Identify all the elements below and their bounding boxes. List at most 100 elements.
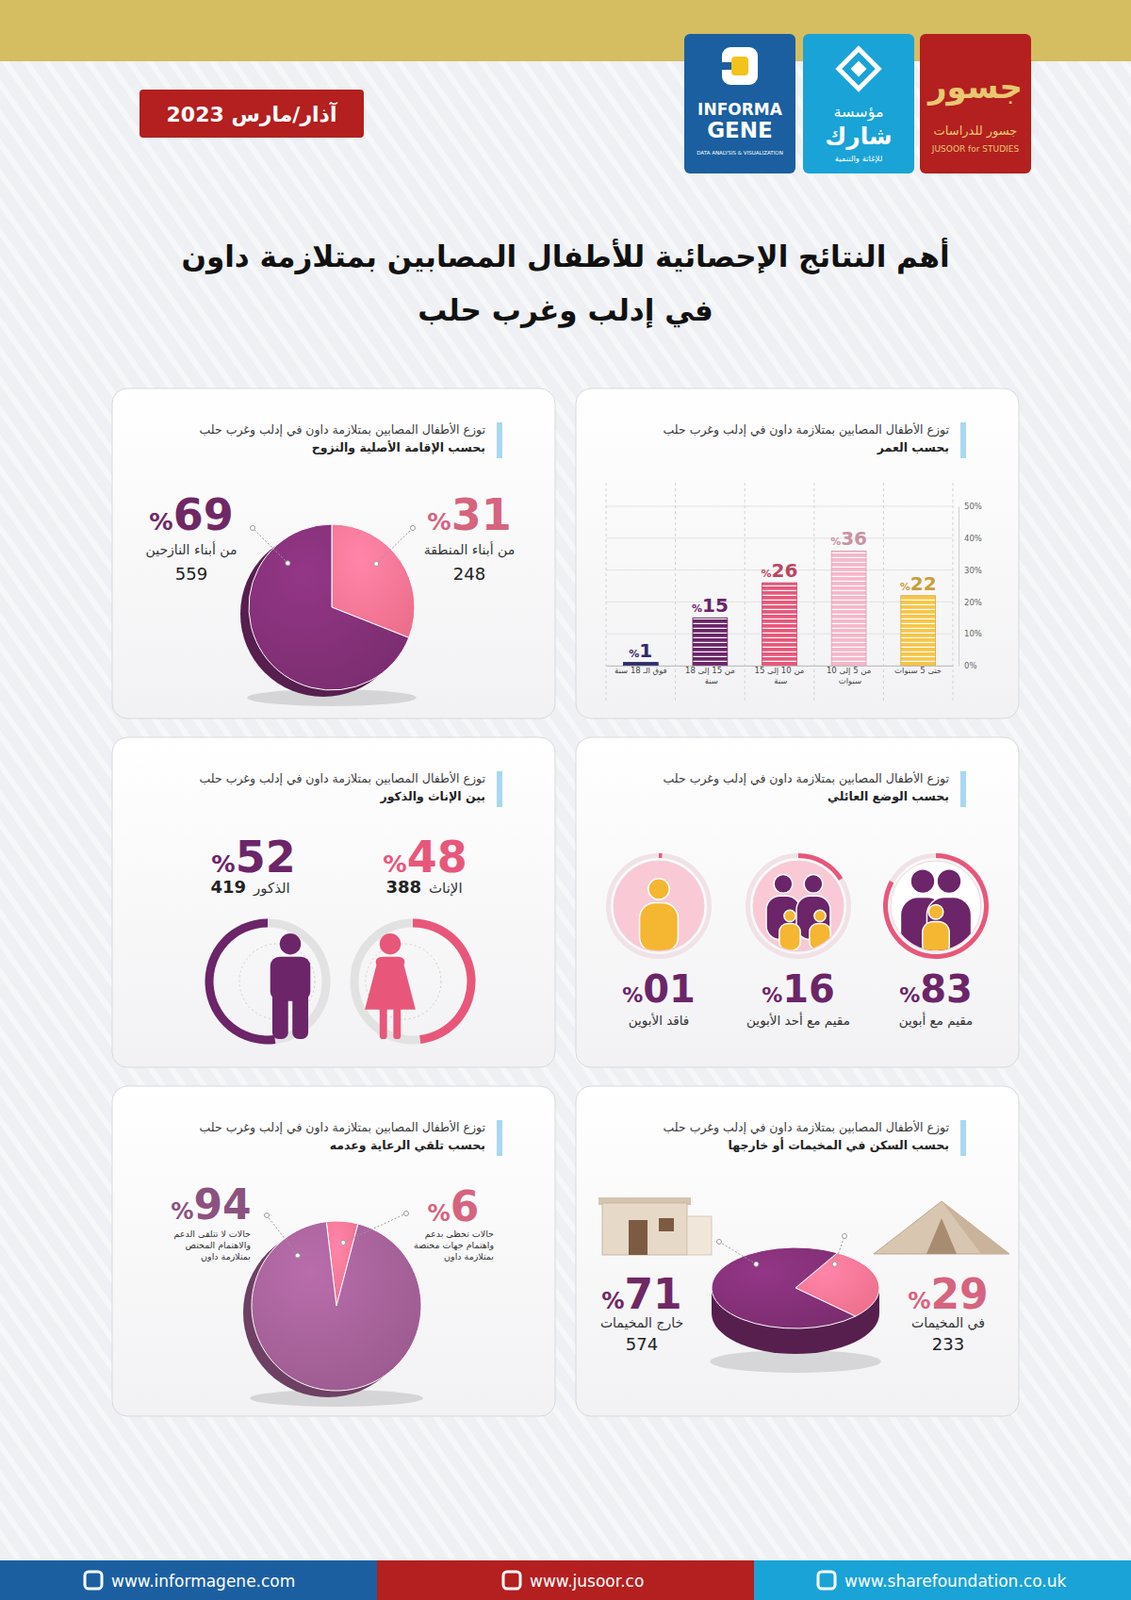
value-label-unit: % bbox=[211, 850, 235, 878]
tick: 40% bbox=[958, 533, 983, 543]
count-label: 574 bbox=[625, 1333, 658, 1354]
y-axis: 0%10%20%30%40%50% bbox=[958, 501, 983, 671]
tick-label: حتى 5 سنوات bbox=[894, 665, 942, 675]
tick-label: من 10 إلى 15 سنة bbox=[754, 665, 805, 686]
leader-line bbox=[266, 1214, 298, 1256]
panel: توزع الأطفال المصابين بمتلازمة داون في إ… bbox=[112, 1085, 556, 1416]
tick-label: من 15 إلى 18 سنة bbox=[685, 665, 736, 686]
category-label: في المخيمات bbox=[911, 1314, 985, 1331]
logo: INFORMAGENEDATA ANALYSIS & VISUALIZATION bbox=[684, 33, 796, 174]
text-line: من 10 إلى 15 bbox=[754, 665, 805, 676]
leader-dot bbox=[754, 1261, 759, 1266]
value-label: %29 bbox=[907, 1269, 988, 1318]
value-label-number: 48 bbox=[407, 831, 468, 883]
panel-background bbox=[112, 737, 556, 1067]
separators bbox=[606, 482, 953, 704]
value-label: %15 bbox=[691, 593, 729, 617]
value-label: %6 bbox=[427, 1181, 480, 1230]
logo-text: شارك bbox=[824, 122, 892, 150]
leader-dot bbox=[842, 1233, 848, 1239]
footer-link: www.sharefoundation.co.uk bbox=[844, 1571, 1066, 1590]
footer-link: www.informagene.com bbox=[111, 1571, 296, 1590]
text-line: واهتمام جهات مختصة bbox=[410, 1239, 494, 1250]
title-marker bbox=[960, 1119, 967, 1156]
text-line: بحسب تلقي الرعاية وعدمه bbox=[329, 1137, 486, 1152]
x-axis: حتى 5 سنوات من 5 إلى 10 سنوات من 10 إلى 15… bbox=[606, 665, 954, 686]
person-body bbox=[270, 956, 312, 1001]
panel: توزع الأطفال المصابين بمتلازمة داون في إ… bbox=[575, 388, 1019, 719]
panel: توزع الأطفال المصابين بمتلازمة داون في إ… bbox=[575, 1085, 1019, 1416]
value-label: %48 bbox=[382, 831, 467, 883]
value-label-unit: % bbox=[899, 983, 920, 1007]
footer-band bbox=[377, 1559, 754, 1600]
grid-line bbox=[606, 506, 953, 508]
leader-dot bbox=[410, 525, 416, 531]
text-line: بحسب الإقامة الأصلية والنزوح bbox=[311, 440, 486, 455]
tick-label: من 5 إلى 10 سنوات bbox=[826, 665, 871, 686]
text-line: بمتلازمة داون bbox=[197, 1250, 251, 1262]
tick-label: فوق الـ 18 سنة bbox=[614, 665, 668, 675]
value-label-number: 83 bbox=[919, 967, 973, 1011]
logo-icon bbox=[851, 61, 868, 78]
ring-item bbox=[608, 852, 710, 957]
house-icon bbox=[687, 1215, 712, 1255]
category-label: حالات لا تتلقى الدعم والاهتمام المختص بم… bbox=[174, 1228, 252, 1262]
value-label-unit: % bbox=[830, 535, 841, 548]
tick: من 10 إلى 15 سنة bbox=[754, 665, 805, 686]
text-line: والاهتمام المختص bbox=[181, 1239, 251, 1250]
tick-label: 20% bbox=[964, 597, 983, 607]
leaders bbox=[264, 1211, 410, 1259]
tick-label: 50% bbox=[964, 501, 983, 511]
value-label-number: 29 bbox=[931, 1269, 989, 1318]
chart-subtitle: بحسب تلقي الرعاية وعدمه bbox=[329, 1137, 486, 1152]
text-line: حتى 5 سنوات bbox=[894, 665, 942, 675]
text-line: بحسب الوضع العائلي bbox=[827, 788, 950, 804]
page-title: في إدلب وغرب حلب bbox=[417, 293, 714, 328]
logo-text: جسور bbox=[926, 67, 1023, 107]
tick-label: 40% bbox=[964, 533, 983, 543]
chart-title: توزع الأطفال المصابين بمتلازمة داون في إ… bbox=[199, 422, 487, 438]
logo: مؤسسةشاركللإغاثة والتنمية bbox=[803, 33, 915, 174]
leader-dot bbox=[264, 1212, 270, 1218]
page: INFORMAGENEDATA ANALYSIS & VISUALIZATION… bbox=[0, 0, 1131, 1600]
text-line: سنة bbox=[702, 675, 719, 686]
person-leg bbox=[393, 1004, 401, 1039]
category-label: من أبناء المنطقة bbox=[424, 540, 515, 558]
value-label: %52 bbox=[211, 831, 296, 883]
logo-text: INFORMA bbox=[697, 99, 784, 119]
text-line: حالات تحظى بدعم bbox=[425, 1228, 494, 1240]
separator bbox=[674, 482, 676, 704]
value-label-number: 36 bbox=[840, 526, 868, 550]
count-label: 419 bbox=[210, 876, 246, 897]
value-label-number: 69 bbox=[173, 489, 234, 541]
category-label: مقيم مع أحد الأبوين bbox=[746, 1011, 851, 1029]
bar bbox=[901, 595, 936, 666]
category-label: فاقد الأبوين bbox=[628, 1012, 690, 1029]
value-label-unit: % bbox=[427, 1199, 451, 1227]
value-label-number: 71 bbox=[624, 1269, 683, 1318]
value-label-number: 31 bbox=[451, 489, 512, 541]
text-line: فوق الـ 18 سنة bbox=[614, 665, 668, 675]
chart-title: توزع الأطفال المصابين بمتلازمة داون في إ… bbox=[663, 1119, 951, 1135]
logo-icon bbox=[721, 62, 732, 70]
footer-icon bbox=[84, 1571, 102, 1589]
value-label: %1 bbox=[628, 639, 653, 662]
value-label-unit: % bbox=[900, 580, 911, 593]
value-label: %69 bbox=[148, 489, 233, 541]
title-marker bbox=[496, 770, 503, 807]
value-label-number: 94 bbox=[194, 1180, 252, 1229]
date-text: آذار/مارس 2023 bbox=[166, 100, 338, 127]
ring-item bbox=[354, 918, 476, 1044]
bar bbox=[831, 550, 867, 666]
category-label: خارج المخيمات bbox=[600, 1314, 684, 1331]
panel-background bbox=[575, 388, 1019, 719]
logo-box bbox=[919, 33, 1032, 174]
text-line: بحسب العمر bbox=[876, 440, 950, 455]
separator bbox=[606, 482, 607, 704]
value-label: %22 bbox=[900, 572, 937, 595]
footer-band bbox=[754, 1559, 1131, 1600]
value-label-number: 26 bbox=[771, 558, 799, 582]
title-marker bbox=[960, 422, 967, 459]
value-label-unit: % bbox=[628, 647, 640, 660]
separator bbox=[744, 482, 746, 704]
